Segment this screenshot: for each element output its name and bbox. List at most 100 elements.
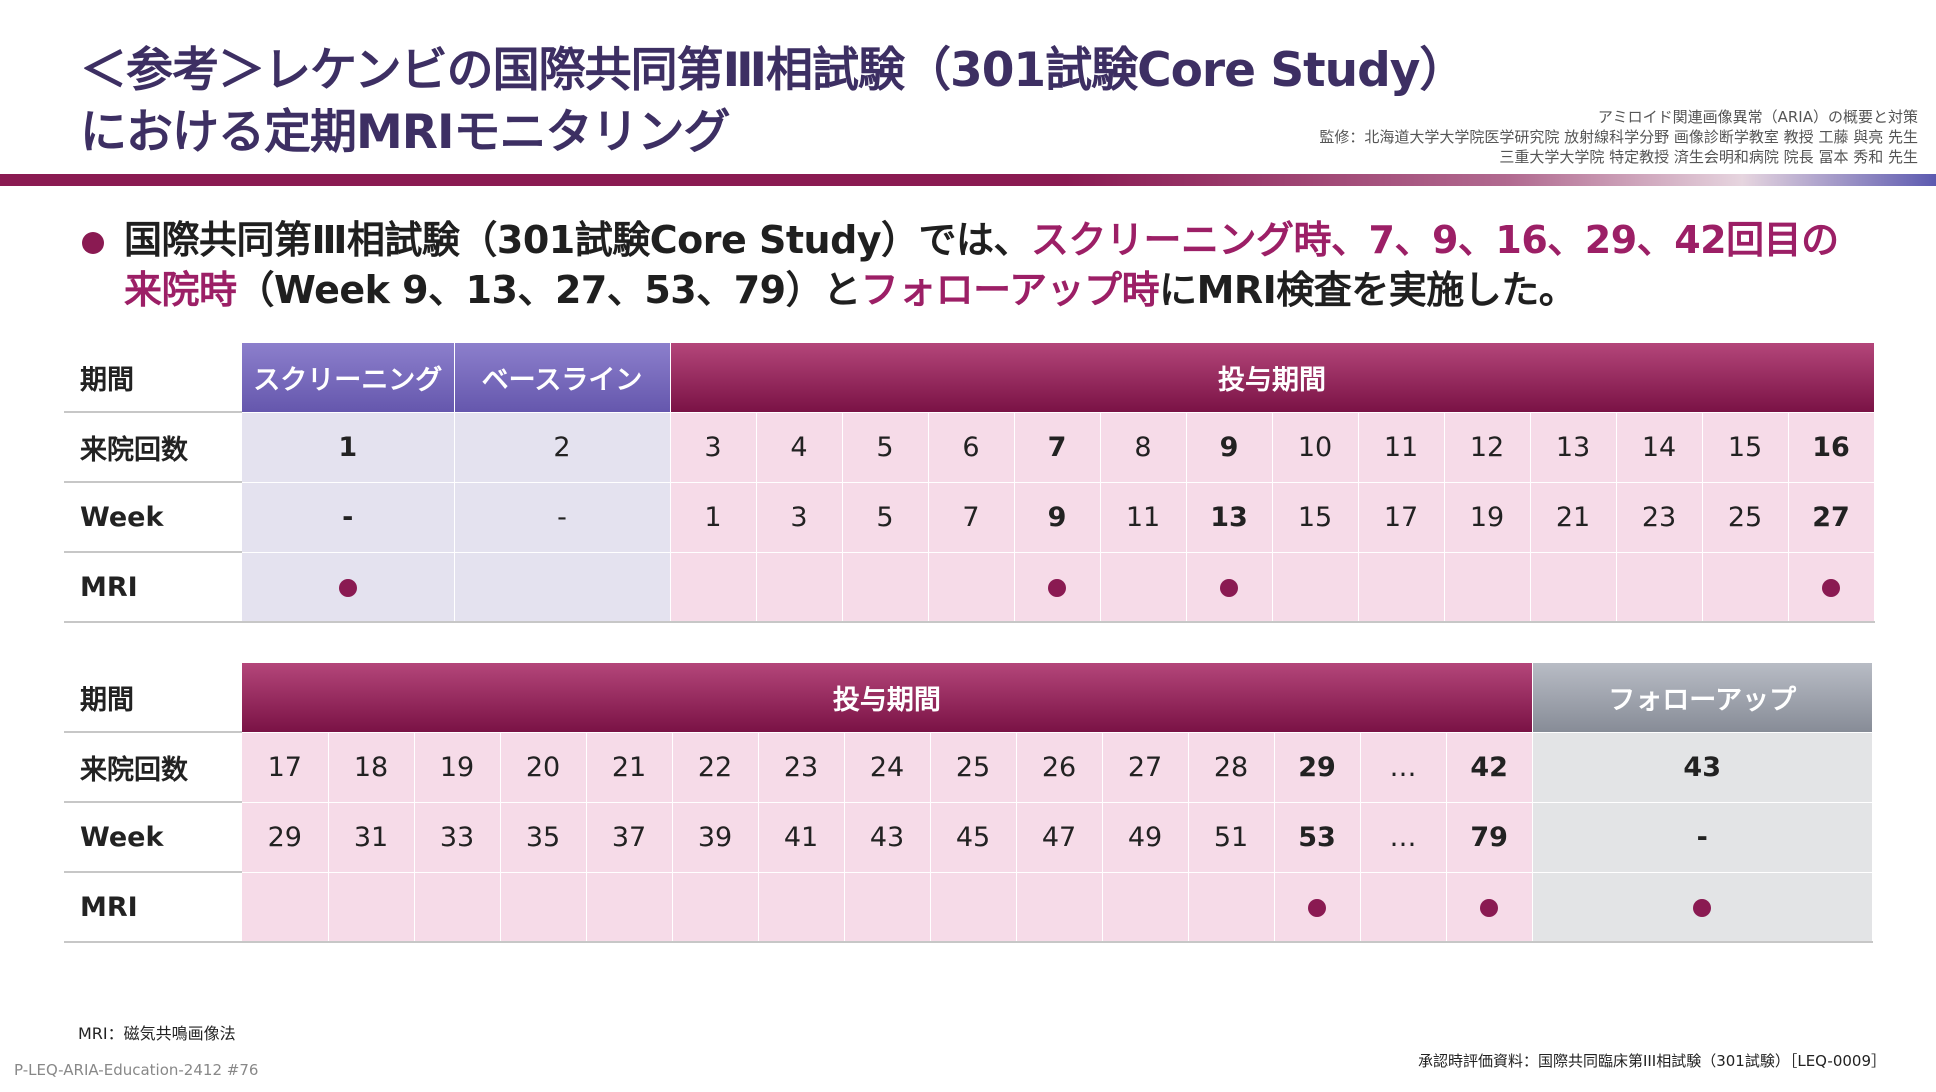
week-cell: 27 [1788, 482, 1875, 553]
visit-cell: 10 [1272, 412, 1359, 483]
week-cell: 41 [758, 802, 845, 873]
visit-cell: 29 [1274, 732, 1361, 803]
mri-cell [758, 872, 845, 943]
week-cell: - [242, 482, 455, 553]
week-cell: 53 [1274, 802, 1361, 873]
bullet-highlight-2: 来院時 [124, 268, 237, 312]
visit-cell: 3 [670, 412, 757, 483]
mri-cell [1788, 552, 1875, 623]
mri-cell [842, 552, 929, 623]
week-row: Week - - 1 3 5 7 9 11 13 15 17 19 21 23 … [64, 482, 1875, 553]
week-cell: - [454, 482, 671, 553]
week-cell: 79 [1446, 802, 1533, 873]
week-cell: 9 [1014, 482, 1101, 553]
week-cell: 47 [1016, 802, 1103, 873]
mri-dot-marker [1308, 898, 1326, 917]
week-cell: 25 [1702, 482, 1789, 553]
row-label-week: Week [64, 482, 242, 553]
row-label-visit: 来院回数 [64, 412, 242, 483]
row-label-period: 期間 [64, 343, 242, 413]
header-followup: フォローアップ [1532, 663, 1873, 733]
week-cell: 35 [500, 802, 587, 873]
week-cell: 21 [1530, 482, 1617, 553]
visit-cell: 20 [500, 732, 587, 803]
mri-dot-marker [1220, 578, 1238, 597]
mri-dot-marker [338, 578, 357, 597]
week-cell: 23 [1616, 482, 1703, 553]
row-label-week: Week [64, 802, 242, 873]
bullet-text-2: （Week 9、13、27、53、79）と [236, 268, 862, 312]
header-baseline: ベースライン [454, 343, 671, 413]
visit-cell: 12 [1444, 412, 1531, 483]
bullet-line-2: 来院時（Week 9、13、27、53、79）とフォローアップ時にMRI検査を実… [124, 265, 1577, 315]
mri-cell [1186, 552, 1273, 623]
mri-cell [1446, 872, 1533, 943]
week-cell: 45 [930, 802, 1017, 873]
mri-row: MRI [64, 552, 1875, 623]
row-label-visit: 来院回数 [64, 732, 242, 803]
title-line-1: ＜参考＞レケンビの国際共同第Ⅲ相試験（301試験Core Study） [80, 43, 1466, 98]
week-cell: 19 [1444, 482, 1531, 553]
mri-cell [1274, 872, 1361, 943]
week-cell: 3 [756, 482, 843, 553]
week-cell-followup: - [1532, 802, 1873, 873]
visit-cell: 1 [242, 412, 455, 483]
mri-cell [1360, 872, 1447, 943]
visit-cell: 28 [1188, 732, 1275, 803]
visit-cell: 18 [328, 732, 415, 803]
mri-cell [1100, 552, 1187, 623]
visit-cell: 21 [586, 732, 673, 803]
week-cell: 17 [1358, 482, 1445, 553]
header-dosing-period: 投与期間 [670, 343, 1875, 413]
mri-cell [756, 552, 843, 623]
mri-cell [1102, 872, 1189, 943]
visit-cell-ellipsis: … [1360, 732, 1447, 803]
mri-cell [454, 552, 671, 623]
mri-cell [500, 872, 587, 943]
mri-cell [414, 872, 501, 943]
mri-cell [328, 872, 415, 943]
visit-cell: 27 [1102, 732, 1189, 803]
week-cell: 13 [1186, 482, 1273, 553]
visit-cell: 25 [930, 732, 1017, 803]
mri-cell [672, 872, 759, 943]
visit-cell: 4 [756, 412, 843, 483]
visit-row: 来院回数 17 18 19 20 21 22 23 24 25 26 27 28… [64, 732, 1873, 803]
mri-cell [1014, 552, 1101, 623]
header-supervisor-1: 監修：北海道大学大学院医学研究院 放射線科学分野 画像診断学教室 教授 工藤 與… [1319, 128, 1918, 146]
mri-dot-marker [1480, 898, 1499, 917]
week-cell: 29 [242, 802, 329, 873]
week-cell: 31 [328, 802, 415, 873]
visit-cell: 11 [1358, 412, 1445, 483]
bullet-text-3: にMRI検査を実施した。 [1159, 268, 1577, 312]
mri-cell [242, 552, 455, 623]
title-line-2: における定期MRIモニタリング [80, 105, 730, 160]
week-cell: 11 [1100, 482, 1187, 553]
week-cell: 49 [1102, 802, 1189, 873]
header-screening: スクリーニング [242, 343, 455, 413]
mri-dot-marker [1048, 578, 1066, 597]
bullet-dot [82, 232, 104, 254]
visit-cell: 7 [1014, 412, 1101, 483]
mri-schedule-table-1: 期間 スクリーニング ベースライン 投与期間 来院回数 1 2 3 4 5 6 … [64, 343, 1875, 623]
bullet-line-1: 国際共同第Ⅲ相試験（301試験Core Study）では、スクリーニング時、7、… [124, 215, 1839, 265]
header-rule [0, 174, 1936, 186]
row-label-mri: MRI [64, 552, 242, 623]
row-label-mri: MRI [64, 872, 242, 943]
week-cell: 7 [928, 482, 1015, 553]
mri-cell [928, 552, 1015, 623]
source-citation: 承認時評価資料：国際共同臨床第III相試験（301試験）［LEQ-0009］ [1417, 1052, 1886, 1070]
mri-cell [1530, 552, 1617, 623]
visit-cell: 15 [1702, 412, 1789, 483]
mri-cell [1016, 872, 1103, 943]
visit-row: 来院回数 1 2 3 4 5 6 7 8 9 10 11 12 13 14 15… [64, 412, 1875, 483]
visit-cell: 19 [414, 732, 501, 803]
week-cell: 43 [844, 802, 931, 873]
mri-cell [1444, 552, 1531, 623]
mri-dot-marker [1822, 578, 1841, 597]
mri-cell [242, 872, 329, 943]
slide-title: ＜参考＞レケンビの国際共同第Ⅲ相試験（301試験Core Study） における… [80, 40, 1466, 164]
week-cell: 37 [586, 802, 673, 873]
week-cell: 1 [670, 482, 757, 553]
document-code: P-LEQ-ARIA-Education-2412 #76 [14, 1061, 259, 1079]
